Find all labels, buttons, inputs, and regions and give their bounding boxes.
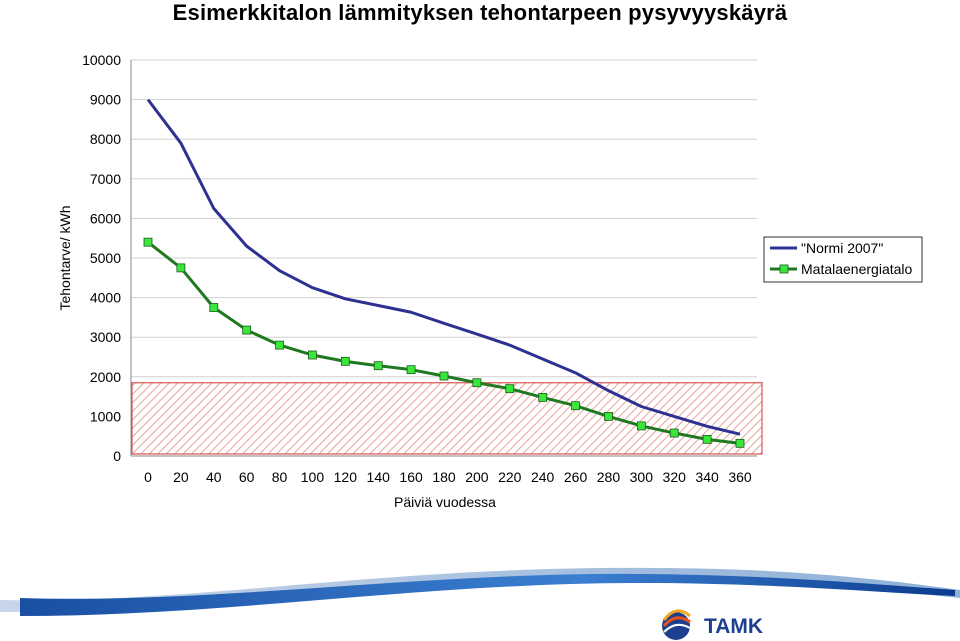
series-1-point bbox=[604, 411, 613, 421]
legend-label-normi: "Normi 2007" bbox=[801, 240, 883, 256]
x-tick-label: 220 bbox=[498, 469, 522, 485]
series-1-point bbox=[439, 371, 449, 381]
highlight-band bbox=[131, 382, 763, 455]
x-tick-label: 0 bbox=[144, 469, 152, 485]
tamk-logo-icon bbox=[662, 609, 691, 640]
legend: "Normi 2007" Matalaenergiatalo bbox=[763, 236, 923, 283]
x-tick-label: 40 bbox=[206, 469, 222, 485]
series-1-point bbox=[143, 237, 153, 247]
series-1-point bbox=[275, 340, 284, 350]
y-tick-label: 4000 bbox=[90, 290, 121, 306]
y-tick-label: 6000 bbox=[90, 210, 121, 226]
series-lines bbox=[143, 98, 745, 448]
series-1-point bbox=[406, 365, 416, 375]
x-tick-label: 300 bbox=[630, 469, 654, 485]
x-axis-label: Päiviä vuodessa bbox=[394, 494, 496, 510]
series-1-point bbox=[636, 421, 646, 431]
highlight-band-rect bbox=[131, 382, 763, 455]
series-1-point bbox=[176, 263, 186, 273]
y-tick-label: 7000 bbox=[90, 171, 121, 187]
series-1-point bbox=[340, 356, 350, 366]
x-tick-label: 120 bbox=[334, 469, 358, 485]
y-tick-label: 0 bbox=[113, 448, 121, 464]
tamk-logo-text: TAMK bbox=[704, 615, 763, 638]
x-tick-label: 20 bbox=[173, 469, 189, 485]
axes bbox=[130, 60, 757, 457]
y-tick-label: 1000 bbox=[90, 408, 121, 424]
x-tick-label: 360 bbox=[728, 469, 752, 485]
x-tick-label: 60 bbox=[239, 469, 255, 485]
series-1-point bbox=[669, 428, 679, 438]
series-line-0 bbox=[146, 98, 741, 436]
series-1-point bbox=[373, 361, 383, 371]
series-1-point bbox=[702, 434, 712, 444]
y-tick-label: 5000 bbox=[90, 250, 121, 266]
series-1-point bbox=[505, 384, 515, 394]
series-1-point bbox=[538, 392, 548, 402]
x-tick-label: 240 bbox=[531, 469, 555, 485]
x-tick-label: 100 bbox=[301, 469, 325, 485]
x-tick-label: 340 bbox=[695, 469, 719, 485]
y-tick-labels: 0 1000 2000 3000 4000 5000 6000 7000 8000 9000 100… bbox=[82, 52, 121, 464]
x-tick-label: 320 bbox=[663, 469, 687, 485]
x-tick-label: 200 bbox=[465, 469, 489, 485]
x-tick-label: 260 bbox=[564, 469, 588, 485]
series-1-point bbox=[735, 438, 745, 448]
y-tick-label: 9000 bbox=[90, 92, 121, 108]
series-1-point bbox=[242, 325, 252, 335]
series-1-point bbox=[209, 303, 219, 312]
y-tick-label: 8000 bbox=[90, 131, 121, 147]
x-tick-label: 280 bbox=[597, 469, 621, 485]
y-tick-label: 2000 bbox=[90, 369, 121, 385]
legend-marker-matala bbox=[779, 264, 789, 274]
series-1-point bbox=[308, 350, 317, 360]
x-tick-labels: 0 20 40 60 80 100 120 140 160 180 200 220 240 260 280 3… bbox=[144, 469, 752, 485]
x-tick-label: 160 bbox=[399, 469, 423, 485]
legend-label-matala: Matalaenergiatalo bbox=[801, 261, 913, 277]
x-tick-label: 80 bbox=[272, 469, 288, 485]
series-1-point bbox=[472, 378, 482, 388]
x-tick-label: 180 bbox=[432, 469, 456, 485]
footer-swoosh-dark bbox=[20, 573, 955, 616]
y-tick-label: 10000 bbox=[82, 52, 121, 68]
y-tick-label: 3000 bbox=[90, 329, 121, 345]
series-1-point bbox=[571, 401, 580, 411]
y-axis-label: Tehontarve/ kWh bbox=[57, 205, 73, 310]
chart-title: Esimerkkitalon lämmityksen tehontarpeen … bbox=[172, 0, 788, 25]
tamk-branding: TAMK bbox=[0, 567, 960, 640]
x-tick-label: 140 bbox=[367, 469, 391, 485]
